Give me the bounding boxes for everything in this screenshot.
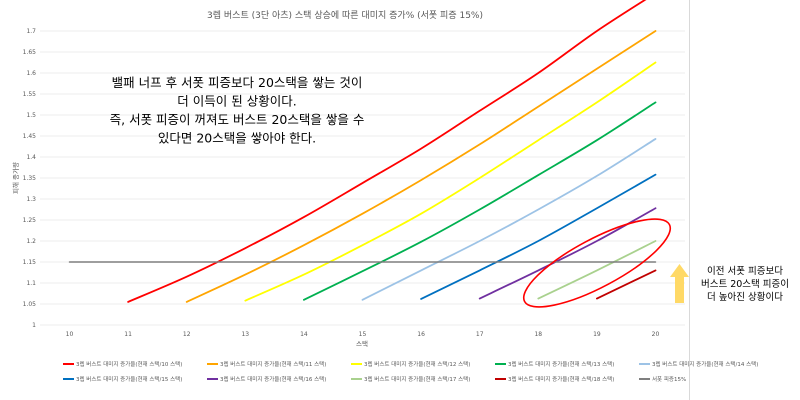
y-tick-label: 1 bbox=[32, 322, 36, 329]
side-annotation-line: 이전 서폿 피증보다 bbox=[707, 266, 783, 277]
legend-label: 3렙 버스트 대미지 증가율(현재 스택/11 스택) bbox=[220, 360, 326, 368]
legend-label: 3렙 버스트 대미지 증가율(현재 스택/13 스택) bbox=[508, 360, 614, 368]
x-tick-label: 18 bbox=[534, 331, 542, 338]
y-tick-label: 1.05 bbox=[23, 301, 37, 308]
x-tick-label: 11 bbox=[124, 331, 132, 338]
series-line bbox=[185, 30, 657, 303]
x-tick-label: 17 bbox=[476, 331, 484, 338]
x-tick-label: 15 bbox=[359, 331, 367, 338]
legend-label: 3렙 버스트 대미지 증가율(현재 스택/14 스택) bbox=[652, 360, 758, 368]
series-line bbox=[303, 101, 657, 301]
highlight-ellipse bbox=[522, 218, 672, 308]
side-annotation-line: 버스트 20스택 피증이 bbox=[701, 279, 789, 290]
annotation-line: 더 이득이 된 상황이다. bbox=[177, 94, 296, 109]
chart-title: 3렙 버스트 (3단 아츠) 스택 상승에 따른 대미지 증가% (서폿 피증 … bbox=[207, 9, 483, 21]
legend-label: 3렙 버스트 대미지 증가율(현재 스택/12 스택) bbox=[364, 360, 470, 368]
y-tick-label: 1.65 bbox=[23, 49, 37, 56]
y-tick-label: 1.45 bbox=[23, 133, 37, 140]
up-arrow-icon bbox=[670, 264, 689, 303]
x-tick-label: 10 bbox=[66, 331, 74, 338]
series-lines bbox=[68, 0, 657, 303]
series-line bbox=[420, 173, 657, 300]
y-tick-label: 1.2 bbox=[26, 238, 36, 245]
y-tick-label: 1.15 bbox=[23, 259, 37, 266]
y-tick-label: 1.55 bbox=[23, 91, 37, 98]
y-tick-labels: 1 1.05 1.1 1.15 1.2 1.25 1.3 1.35 1.4 1.45 1.5 1.55… bbox=[23, 28, 37, 329]
legend-label: 서폿 피증15% bbox=[652, 375, 686, 383]
legend-label: 3렙 버스트 대미지 증가율(현재 스택/16 스택) bbox=[220, 375, 326, 383]
x-tick-labels: 10 11 12 13 14 15 16 17 18 19 20 bbox=[66, 331, 660, 338]
annotation-line: 밸패 너프 후 서폿 피증보다 20스택을 쌓는 것이 bbox=[112, 75, 363, 90]
series-line bbox=[537, 240, 657, 300]
side-annotation-line: 더 높아진 상황이다 bbox=[707, 292, 783, 303]
series-line bbox=[361, 138, 657, 301]
annotation-line: 있다면 20스택을 쌓아야 한다. bbox=[158, 131, 316, 146]
x-tick-label: 13 bbox=[241, 331, 249, 338]
y-tick-label: 1.6 bbox=[26, 70, 36, 77]
legend-label: 3렙 버스트 대미지 증가율(현재 스택/15 스택) bbox=[76, 375, 182, 383]
x-tick-label: 12 bbox=[183, 331, 191, 338]
y-tick-label: 1.1 bbox=[26, 280, 36, 287]
series-line bbox=[596, 269, 657, 300]
y-tick-label: 1.35 bbox=[23, 175, 37, 182]
legend-label: 3렙 버스트 대미지 증가율(현재 스택/10 스택) bbox=[76, 360, 182, 368]
x-tick-label: 14 bbox=[300, 331, 308, 338]
y-tick-label: 1.3 bbox=[26, 196, 36, 203]
chart-frame bbox=[689, 0, 690, 400]
series-line bbox=[127, 0, 647, 303]
annotation-line: 즉, 서폿 피증이 꺼져도 버스트 20스택을 쌓을 수 bbox=[110, 112, 365, 127]
x-axis-title: 스택 bbox=[356, 339, 368, 348]
y-tick-label: 1.4 bbox=[26, 154, 36, 161]
y-tick-label: 1.7 bbox=[26, 28, 36, 35]
x-tick-label: 16 bbox=[417, 331, 425, 338]
series-line bbox=[244, 61, 657, 302]
y-axis-title: 피해 증가량 bbox=[11, 162, 20, 194]
y-tick-label: 1.25 bbox=[23, 217, 37, 224]
x-tick-label: 19 bbox=[593, 331, 601, 338]
main-annotation: 밸패 너프 후 서폿 피증보다 20스택을 쌓는 것이더 이득이 된 상황이다.… bbox=[110, 75, 365, 146]
legend: 3렙 버스트 대미지 증가율(현재 스택/10 스택) 3렙 버스트 대미지 증가… bbox=[63, 360, 758, 383]
x-tick-label: 20 bbox=[652, 331, 660, 338]
legend-label: 3렙 버스트 대미지 증가율(현재 스택/18 스택) bbox=[508, 375, 614, 383]
legend-label: 3렙 버스트 대미지 증가율(현재 스택/17 스택) bbox=[364, 375, 470, 383]
y-tick-label: 1.5 bbox=[26, 112, 36, 119]
